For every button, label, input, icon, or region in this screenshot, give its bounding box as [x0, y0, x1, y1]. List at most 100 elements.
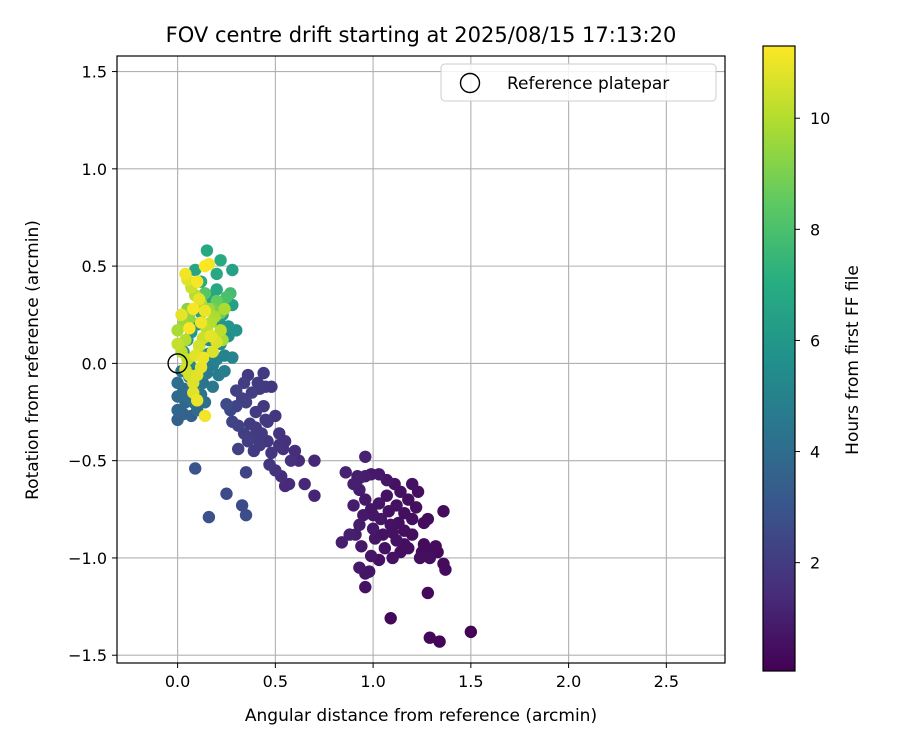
data-point — [366, 508, 380, 522]
data-point — [210, 267, 223, 281]
data-point — [214, 254, 227, 267]
data-point — [171, 337, 184, 351]
data-point — [368, 532, 382, 545]
data-point — [406, 528, 419, 541]
colorbar-tick-label: 6 — [810, 331, 820, 350]
data-point — [226, 415, 239, 428]
data-point — [237, 376, 251, 390]
data-point — [335, 536, 349, 549]
x-tick-label: 1.0 — [360, 672, 385, 691]
data-point — [380, 489, 393, 502]
data-point — [347, 499, 360, 512]
data-point — [206, 345, 219, 358]
y-axis-label: Rotation from reference (arcmin) — [23, 220, 43, 500]
data-point — [200, 244, 214, 257]
data-point — [406, 512, 419, 526]
data-point — [343, 528, 356, 541]
data-point — [245, 386, 259, 399]
data-point — [188, 263, 202, 277]
data-point — [282, 477, 296, 491]
chart-title: FOV centre drift starting at 2025/08/15 … — [166, 23, 677, 47]
y-tick-label: 1.0 — [82, 160, 107, 179]
data-point — [359, 450, 372, 463]
data-point — [409, 501, 423, 514]
data-point — [386, 551, 399, 565]
colorbar-label: Hours from first FF file — [843, 265, 863, 455]
data-point — [226, 351, 239, 364]
data-point — [273, 438, 286, 452]
data-point — [190, 275, 204, 288]
data-point — [192, 339, 206, 353]
data-point — [261, 415, 274, 428]
data-point — [198, 304, 212, 318]
data-point — [357, 508, 370, 522]
data-point — [353, 561, 366, 574]
y-tick-label: 0.5 — [82, 257, 107, 276]
data-point — [390, 534, 403, 547]
reference-platepar-marker — [167, 353, 188, 374]
x-tick-label: 2.0 — [556, 672, 581, 691]
x-axis-ticks: 0.0 0.5 1.0 1.5 2.0 2.5 — [165, 663, 679, 691]
data-point — [421, 586, 435, 600]
data-point — [175, 308, 188, 321]
colorbar-frame — [762, 45, 796, 672]
data-point — [251, 376, 264, 390]
data-point — [179, 267, 192, 281]
x-tick-label: 2.5 — [654, 672, 679, 691]
data-point — [247, 444, 261, 458]
data-point — [402, 493, 415, 506]
data-point — [372, 468, 386, 481]
data-point — [384, 612, 397, 625]
data-point — [359, 580, 372, 594]
data-point — [188, 462, 202, 475]
plot-frame — [116, 55, 726, 664]
data-points — [171, 244, 478, 648]
legend-marker-open-circle — [459, 72, 481, 94]
data-point — [206, 380, 219, 393]
colorbar-tick-label: 10 — [810, 109, 830, 128]
y-tick-label: −0.5 — [68, 452, 107, 471]
data-point — [194, 361, 208, 374]
data-point — [390, 499, 403, 512]
y-axis-ticks: −1.5 −1.0 −0.5 0.0 0.5 1.0 1.5 — [68, 63, 117, 665]
data-point — [187, 302, 200, 316]
data-point — [171, 403, 184, 417]
data-point — [339, 466, 352, 479]
data-point — [265, 446, 278, 460]
data-point — [413, 551, 427, 565]
data-point — [204, 329, 218, 343]
data-point — [210, 283, 223, 296]
data-point — [183, 322, 196, 335]
data-point — [308, 489, 321, 502]
data-point — [406, 477, 419, 491]
data-point — [230, 384, 243, 397]
legend-label: Reference platepar — [507, 74, 669, 94]
data-point — [378, 542, 392, 555]
data-point — [194, 316, 208, 329]
data-point — [355, 540, 368, 553]
data-point — [421, 512, 435, 526]
data-point — [464, 625, 478, 639]
data-point — [284, 454, 298, 467]
data-point — [171, 376, 184, 390]
colorbar-ticks: 2 4 6 8 10 — [795, 109, 830, 573]
x-tick-label: 0.0 — [165, 672, 190, 691]
data-point — [190, 394, 204, 407]
data-point — [359, 493, 372, 506]
colorbar-tick-label: 4 — [810, 443, 820, 462]
data-point — [202, 510, 216, 524]
data-point — [298, 477, 311, 491]
data-point — [433, 635, 446, 648]
data-point — [218, 302, 231, 316]
x-tick-label: 0.5 — [263, 672, 288, 691]
data-point — [249, 405, 263, 419]
data-point — [257, 366, 270, 380]
data-point — [192, 292, 206, 306]
y-tick-label: 0.0 — [82, 354, 107, 373]
y-tick-label: 1.5 — [82, 63, 107, 82]
data-point — [171, 324, 184, 337]
data-point — [196, 351, 210, 364]
data-point — [198, 409, 212, 423]
legend: Reference platepar — [440, 63, 717, 102]
